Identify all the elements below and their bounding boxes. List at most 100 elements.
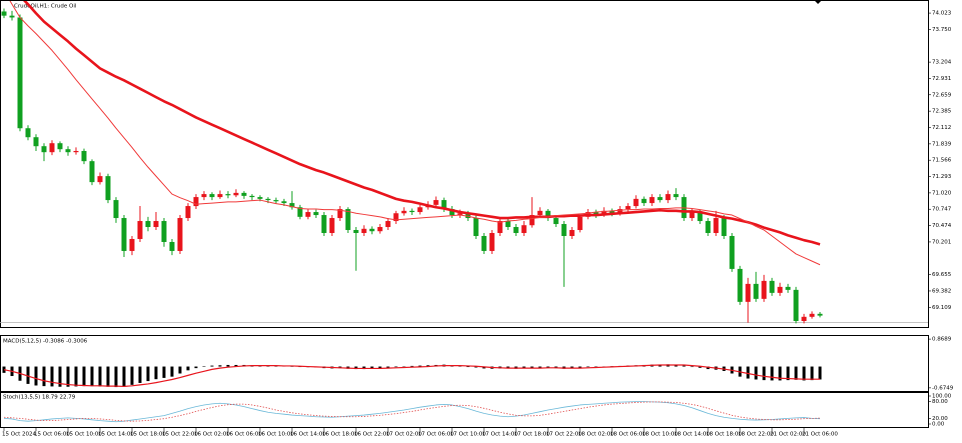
y-tick-label: -0.6749 [932, 385, 954, 391]
candle-body [121, 218, 127, 251]
pane-1 [2, 364, 822, 388]
plot-layer: 74.023 73.750 73.204 72.931 72.659 72.385 72.1… [1, 1, 954, 438]
indicator-line [23, 1, 821, 246]
candle-body [401, 210, 407, 214]
macd-bar [58, 366, 62, 387]
macd-bar [106, 366, 110, 387]
macd-bar [674, 364, 678, 367]
candle-body [233, 192, 239, 196]
y-tick-label: 20.00 [932, 416, 948, 422]
candle-body [417, 207, 423, 213]
candle-body [81, 150, 87, 162]
candle-body [185, 206, 191, 219]
candle-body [369, 228, 375, 232]
macd-bar [482, 366, 486, 369]
y-tick-label: 69.382 [932, 288, 951, 294]
macd-bar [114, 366, 118, 388]
candle-body [593, 212, 599, 216]
candle-body [321, 215, 327, 234]
macd-bar [146, 366, 150, 382]
x-tick-label: 17 Oct 02:00 [386, 432, 422, 438]
macd-bar [98, 366, 102, 387]
macd-bar [546, 366, 550, 368]
macd-bar [194, 366, 198, 369]
candle-body [745, 283, 751, 302]
macd-bar [186, 366, 190, 371]
candle-body [409, 210, 415, 213]
x-tick-label: 16 Oct 18:00 [322, 432, 358, 438]
candle-body [137, 221, 143, 239]
candle-body [345, 209, 351, 231]
macd-bar [154, 366, 158, 380]
candle-body [513, 227, 519, 234]
candle-body [705, 221, 711, 234]
x-tick-label: 17 Oct 06:00 [418, 432, 454, 438]
y-tick-label: 72.659 [932, 92, 952, 98]
indicator-line [9, 1, 821, 266]
shift-marker [814, 0, 822, 4]
candle-body [481, 235, 487, 251]
y-tick-label: 72.385 [932, 109, 952, 115]
macd-bar [42, 366, 46, 387]
x-tick-label: 15 Oct 10:00 [66, 432, 102, 438]
macd-bar [50, 366, 54, 387]
y-tick-label: 69.655 [932, 272, 952, 278]
macd-bar [178, 366, 182, 374]
macd-bar [130, 366, 134, 385]
y-tick-label: 73.204 [932, 60, 952, 66]
y-tick-label: 71.020 [932, 190, 952, 196]
candle-body [313, 212, 319, 216]
macd-bar [586, 366, 590, 368]
candle-body [305, 212, 311, 217]
candle-body [529, 215, 535, 226]
y-tick-label: 70.201 [932, 239, 951, 245]
x-tick-label: 18 Oct 22:00 [738, 432, 774, 438]
x-tick-label: 21 Oct 02:00 [770, 432, 806, 438]
candle-body [505, 221, 511, 228]
macd-bar [762, 366, 766, 381]
macd-bar [226, 364, 230, 367]
candle-body [209, 194, 215, 198]
macd-bar [818, 366, 822, 380]
x-tick-label: 17 Oct 18:00 [514, 432, 550, 438]
pane-0 [1, 1, 823, 324]
candle-body [177, 218, 183, 251]
macd-bar [386, 366, 390, 368]
candle-body [89, 161, 95, 183]
candle-body [393, 213, 399, 222]
macd-bar [362, 366, 366, 370]
macd-bar [594, 366, 598, 368]
macd-bar [354, 366, 358, 370]
candle-body [57, 143, 63, 150]
indicator-line [3, 401, 821, 423]
macd-bar [522, 366, 526, 369]
macd-bar [2, 366, 6, 373]
macd-bar [506, 366, 510, 369]
macd-bar [234, 364, 238, 367]
x-tick-label: 21 Oct 06:00 [802, 432, 838, 438]
candle-body [1, 11, 7, 16]
candle-body [129, 238, 135, 251]
candle-body [577, 216, 583, 231]
stoch-title: Stoch(13,5,5) 18.79 22.79 [3, 395, 76, 401]
candle-body [609, 210, 615, 214]
candle-body [633, 198, 639, 207]
candle-body [449, 209, 455, 216]
candle-body [641, 198, 647, 204]
macd-bar [538, 366, 542, 368]
y-tick-label: 71.839 [932, 141, 952, 147]
y-tick-label: 72.112 [932, 125, 951, 131]
y-tick-label: 69.109 [932, 305, 952, 311]
macd-bar [706, 366, 710, 370]
macd-bar [578, 366, 582, 368]
candle-body [9, 15, 15, 18]
candle-body [145, 221, 151, 228]
candle-body [625, 206, 631, 210]
candle-body [257, 197, 263, 199]
main-pane-border [0, 0, 929, 328]
macd-bar [410, 365, 414, 367]
macd-bar [682, 365, 686, 367]
macd-bar [418, 365, 422, 367]
candle-body [729, 235, 735, 269]
